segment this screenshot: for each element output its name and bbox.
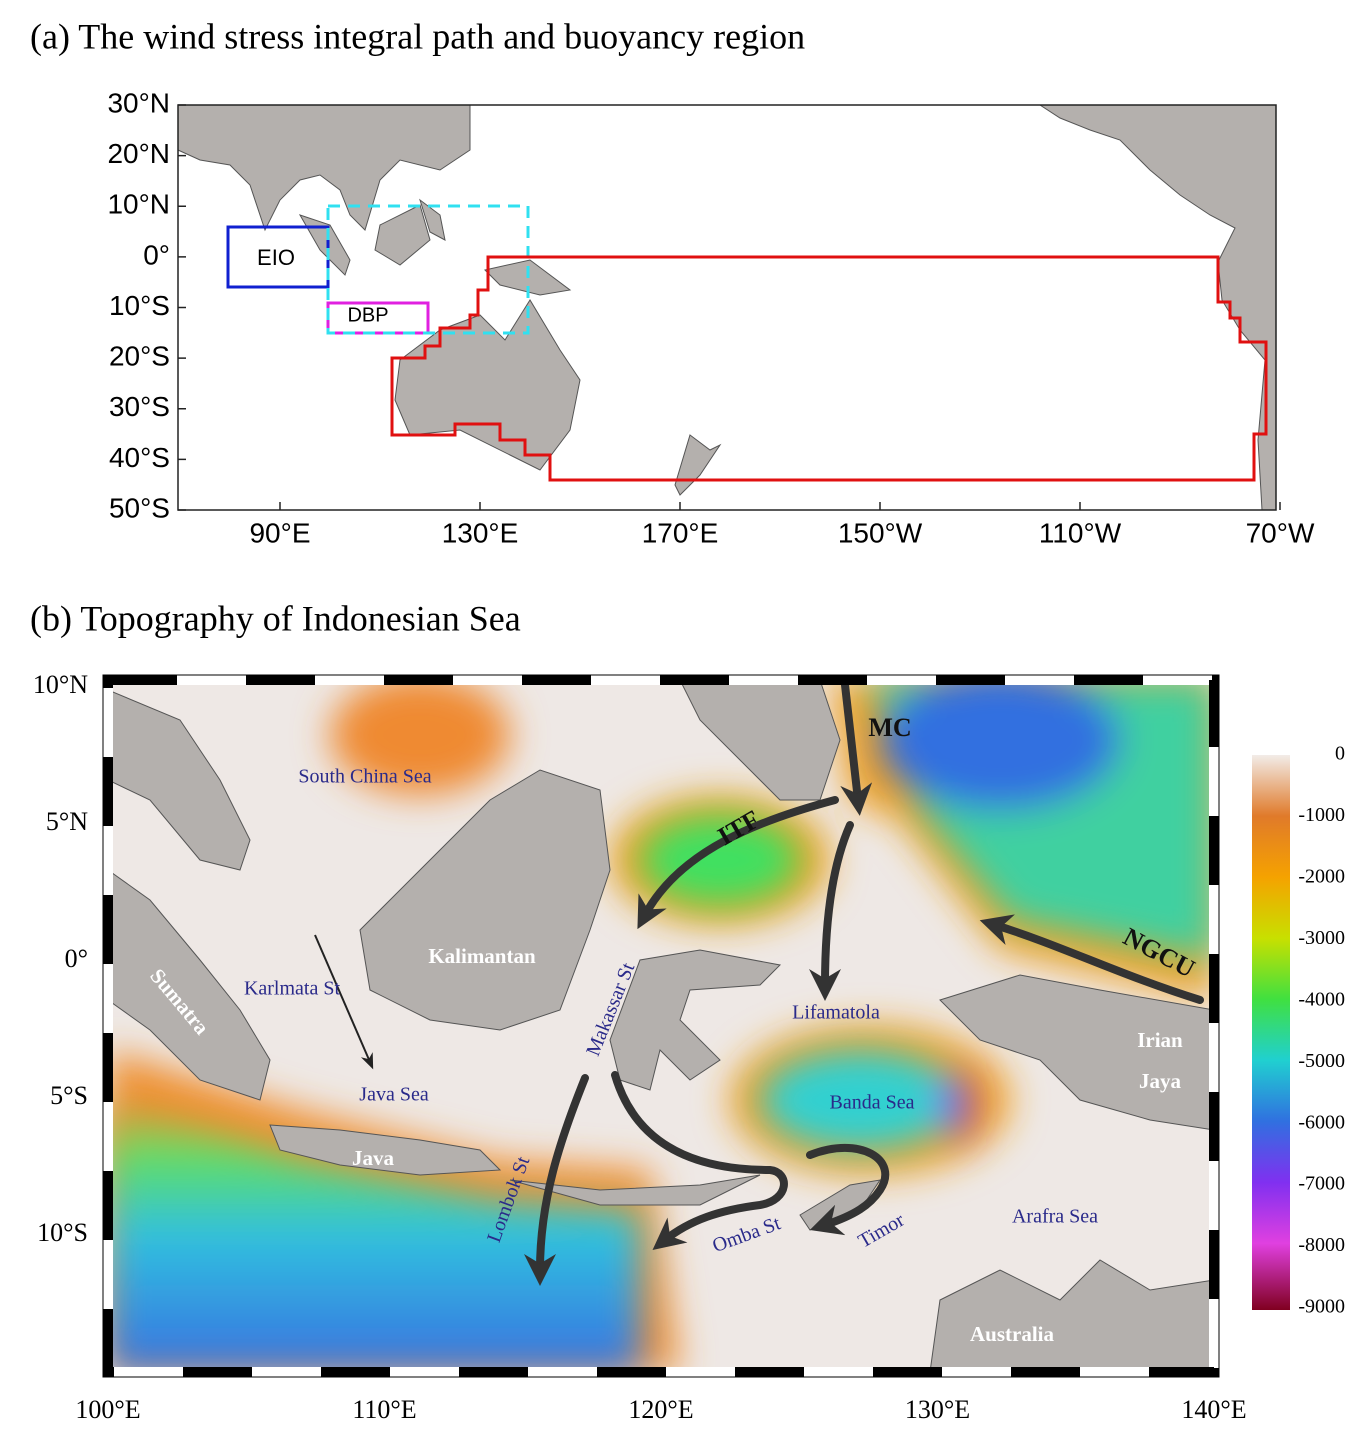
y-tick-label: 0° bbox=[65, 944, 88, 973]
colorbar-tick-label: -7000 bbox=[1298, 1173, 1345, 1195]
place-label: Irian bbox=[1137, 1028, 1183, 1052]
colorbar-tick-label: -4000 bbox=[1298, 988, 1345, 1010]
panel-b-map bbox=[108, 680, 1214, 1372]
place-label: South China Sea bbox=[298, 766, 431, 788]
colorbar-tick-label: -5000 bbox=[1298, 1050, 1345, 1072]
x-tick-label: 110°E bbox=[352, 1395, 416, 1424]
colorbar-tick-label: -8000 bbox=[1298, 1234, 1345, 1256]
place-label: Arafra Sea bbox=[1012, 1206, 1098, 1228]
colorbar-tick-label: 0 bbox=[1335, 743, 1345, 765]
x-tick-label: 120°E bbox=[628, 1395, 693, 1424]
y-tick-label: 30°S bbox=[109, 391, 170, 422]
place-label: Lifamatola bbox=[792, 1002, 880, 1024]
x-tick-label: 130°E bbox=[442, 517, 519, 548]
colorbar-tick-label: -3000 bbox=[1298, 927, 1345, 949]
colorbar-tick-label: -2000 bbox=[1298, 865, 1345, 887]
panel-b-title: (b) Topography of Indonesian Sea bbox=[30, 598, 521, 638]
y-tick-label: 20°N bbox=[107, 138, 170, 169]
y-tick-label: 40°S bbox=[109, 442, 170, 473]
x-tick-label: 140°E bbox=[1181, 1395, 1246, 1424]
region-label: DBP bbox=[347, 304, 388, 326]
x-tick-label: 90°E bbox=[249, 517, 310, 548]
y-tick-label: 10°N bbox=[107, 189, 170, 220]
x-tick-label: 70°W bbox=[1246, 517, 1315, 548]
x-tick-label: 150°W bbox=[838, 517, 923, 548]
panel-a-title: (a) The wind stress integral path and bu… bbox=[30, 16, 805, 56]
colorbar-tick-label: -9000 bbox=[1298, 1296, 1345, 1318]
y-tick-label: 30°N bbox=[107, 87, 170, 118]
frame-outline bbox=[102, 674, 1220, 1378]
y-tick-label: 0° bbox=[143, 239, 170, 270]
place-label: Jaya bbox=[1139, 1069, 1182, 1093]
x-tick-label: 110°W bbox=[1039, 517, 1122, 548]
current-label: MC bbox=[868, 713, 911, 742]
colorbar-tick-label: -1000 bbox=[1298, 804, 1345, 826]
x-tick-label: 130°E bbox=[905, 1395, 970, 1424]
y-tick-label: 20°S bbox=[109, 341, 170, 372]
place-label: Java bbox=[352, 1146, 395, 1170]
place-label: Java Sea bbox=[359, 1084, 429, 1106]
place-label: Australia bbox=[970, 1322, 1055, 1346]
colorbar bbox=[1252, 755, 1290, 1310]
y-tick-label: 5°N bbox=[46, 807, 88, 836]
place-label: Kalimantan bbox=[428, 944, 536, 968]
place-label: Karlmata St bbox=[244, 978, 341, 1000]
y-tick-label: 5°S bbox=[50, 1081, 88, 1110]
colorbar-tick-label: -6000 bbox=[1298, 1111, 1345, 1133]
y-tick-label: 10°S bbox=[109, 290, 170, 321]
region-label: EIO bbox=[257, 245, 295, 270]
frame-checker bbox=[103, 675, 1219, 1377]
x-tick-label: 170°E bbox=[642, 517, 719, 548]
place-label: Banda Sea bbox=[830, 1092, 915, 1114]
panel-a-map bbox=[177, 104, 1277, 511]
y-tick-label: 50°S bbox=[109, 492, 170, 523]
y-tick-label: 10°N bbox=[33, 670, 88, 699]
x-tick-label: 100°E bbox=[75, 1395, 140, 1424]
y-tick-label: 10°S bbox=[37, 1218, 88, 1247]
